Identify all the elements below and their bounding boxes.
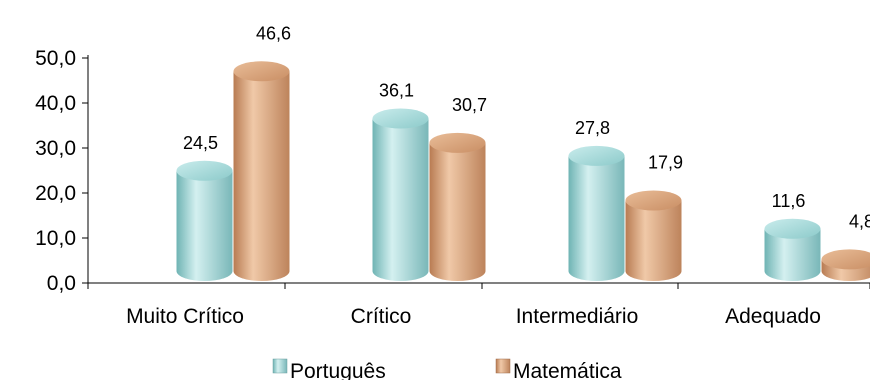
bar-top-matematica [233, 61, 290, 82]
category-labels-group: Muito Crítico Crítico Intermediário Adequad… [126, 305, 821, 328]
data-label: 11,6 [772, 191, 806, 211]
y-tick-label: 40,0 [35, 92, 76, 115]
data-label: 24,5 [183, 133, 218, 153]
legend-label-portugues: Português [290, 360, 386, 380]
bar-portugues [764, 228, 821, 281]
y-tick-label: 10,0 [35, 227, 76, 250]
bar-top-portugues [568, 145, 625, 166]
bar-matematica [429, 142, 486, 281]
y-tick-label: 0,0 [47, 272, 76, 295]
bar-top-matematica [429, 132, 486, 153]
y-axis-ticks: 0,0 10,0 20,0 30,0 40,0 50,0 [35, 47, 870, 295]
data-label: 17,9 [648, 152, 683, 172]
legend-label-matematica: Matemática [513, 360, 622, 380]
legend-swatch-matematica [495, 358, 511, 374]
y-tick-label: 50,0 [35, 47, 76, 70]
bar-matematica [233, 71, 290, 281]
bar-matematica [625, 200, 682, 281]
bar-top-matematica [821, 249, 870, 270]
bar-portugues [176, 170, 233, 281]
category-label: Muito Crítico [126, 305, 244, 328]
data-label: 30,7 [452, 95, 487, 115]
bars-group [176, 61, 870, 281]
bar-top-portugues [764, 218, 821, 239]
category-label: Intermediário [516, 305, 639, 328]
legend-swatch-portugues [272, 358, 288, 374]
bar-top-portugues [176, 160, 233, 181]
bar-top-matematica [625, 190, 682, 211]
category-label: Adequado [725, 305, 821, 328]
data-label: 27,8 [575, 118, 610, 138]
legend: Português Matemática [272, 358, 622, 380]
data-label: 46,6 [256, 23, 291, 43]
bar-portugues [568, 155, 625, 281]
y-tick-label: 30,0 [35, 137, 76, 160]
bar-portugues [372, 118, 429, 281]
data-labels-group: 24,5 46,6 36,1 30,7 27,8 17,9 11,6 4,8 [183, 23, 870, 231]
bar-top-portugues [372, 108, 429, 129]
y-tick-label: 20,0 [35, 182, 76, 205]
data-label: 36,1 [379, 81, 414, 101]
data-label: 4,8 [849, 211, 870, 231]
category-label: Crítico [351, 305, 412, 328]
